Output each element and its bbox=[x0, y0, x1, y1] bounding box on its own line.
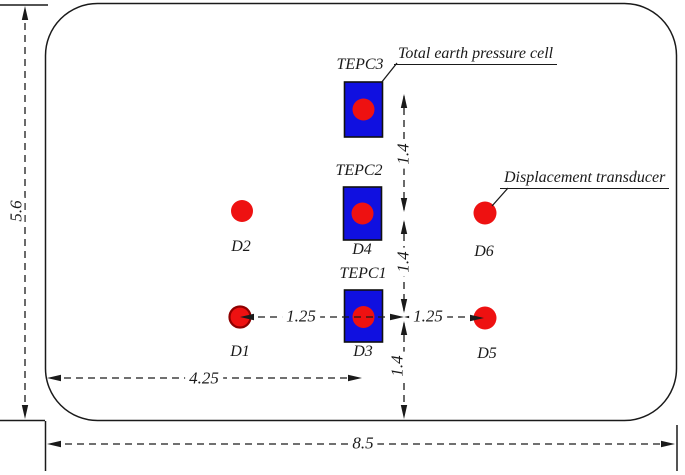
d5-transducer-dot bbox=[473, 306, 497, 330]
transducer-leader-line bbox=[491, 187, 509, 207]
dimension-extension-ticks bbox=[0, 4, 678, 471]
d6-label: D6 bbox=[474, 243, 494, 260]
transducer-callout: Displacement transducer bbox=[500, 170, 670, 189]
dim-label-offset: 4.25 bbox=[185, 369, 223, 387]
dim-label-v-spacing-3: 1.4 bbox=[388, 351, 407, 381]
d2-label: D2 bbox=[231, 238, 251, 255]
d3-label: D3 bbox=[353, 343, 373, 360]
tepc3-label: TEPC3 bbox=[336, 56, 384, 73]
dim-label-v-spacing-2: 1.4 bbox=[394, 247, 413, 277]
d6-transducer-dot bbox=[473, 201, 497, 225]
d1-label: D1 bbox=[230, 343, 250, 360]
callout-leaders bbox=[380, 62, 509, 207]
dim-label-h-spacing-1: 1.25 bbox=[282, 307, 320, 325]
test-box-wall bbox=[44, 2, 678, 422]
d4-label: D4 bbox=[352, 241, 372, 258]
pressure-cell-leader-line bbox=[380, 62, 398, 84]
tepc1-sensor-dot bbox=[352, 306, 375, 328]
tepc1-label: TEPC1 bbox=[339, 265, 387, 282]
tepc3-sensor-dot bbox=[352, 98, 375, 121]
tepc2-label: TEPC2 bbox=[335, 162, 383, 179]
dim-label-width: 8.5 bbox=[348, 434, 378, 452]
d5-label: D5 bbox=[477, 345, 497, 362]
d2-transducer-dot bbox=[231, 200, 253, 222]
dim-label-v-spacing-1: 1.4 bbox=[394, 139, 413, 169]
dim-label-h-spacing-2: 1.25 bbox=[409, 307, 447, 325]
tepc2-sensor-dot bbox=[351, 202, 374, 225]
pressure-cell-callout: Total earth pressure cell bbox=[394, 46, 558, 65]
dim-label-height: 5.6 bbox=[7, 196, 26, 226]
